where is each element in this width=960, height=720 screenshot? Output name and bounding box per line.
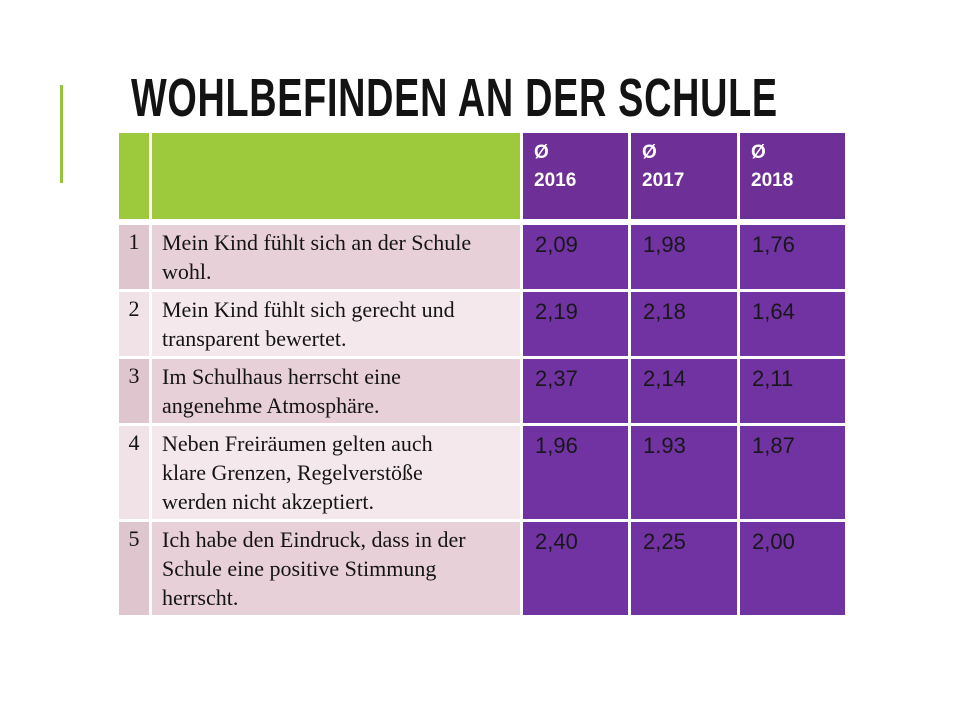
table-row: 3 Im Schulhaus herrscht eine angenehme A… <box>119 359 845 424</box>
question-text: Mein Kind fühlt sich gerecht und transpa… <box>152 292 520 357</box>
header-avg-2016-cell: Ø 2016 <box>523 133 628 219</box>
score-2018: 2,00 <box>740 522 845 616</box>
score-2018: 2,11 <box>740 359 845 424</box>
row-number: 2 <box>119 292 149 357</box>
accent-bar <box>60 85 63 183</box>
row-number: 4 <box>119 426 149 520</box>
table-row: 4 Neben Freiräumen gelten auch klare Gre… <box>119 426 845 520</box>
table-header-row: Ø 2016 Ø 2017 Ø 2018 <box>119 133 845 219</box>
score-2018: 1,64 <box>740 292 845 357</box>
year-label: 2016 <box>534 169 577 191</box>
header-corner-cell <box>119 133 149 219</box>
scores-table: Ø 2016 Ø 2017 Ø 2018 1 Mein Kind fühlt s… <box>119 133 845 618</box>
row-number: 3 <box>119 359 149 424</box>
question-text: Mein Kind fühlt sich an der Schule wohl. <box>152 225 520 290</box>
header-avg-2017-cell: Ø 2017 <box>631 133 737 219</box>
score-2016: 1,96 <box>523 426 628 520</box>
question-text: Ich habe den Eindruck, dass in der Schul… <box>152 522 520 616</box>
table-row: 5 Ich habe den Eindruck, dass in der Sch… <box>119 522 845 616</box>
page-title: WOHLBEFINDEN AN DER SCHULE <box>131 68 778 128</box>
score-2017: 1.93 <box>631 426 737 520</box>
score-2018: 1,76 <box>740 225 845 290</box>
year-label: 2017 <box>642 169 685 191</box>
score-2017: 2,14 <box>631 359 737 424</box>
header-question-cell <box>152 133 520 219</box>
avg-symbol: Ø <box>642 142 657 163</box>
question-text: Neben Freiräumen gelten auch klare Grenz… <box>152 426 520 520</box>
score-2017: 2,25 <box>631 522 737 616</box>
row-number: 1 <box>119 225 149 290</box>
table-row: 1 Mein Kind fühlt sich an der Schule woh… <box>119 225 845 290</box>
score-2016: 2,09 <box>523 225 628 290</box>
score-2016: 2,37 <box>523 359 628 424</box>
score-2018: 1,87 <box>740 426 845 520</box>
score-2016: 2,19 <box>523 292 628 357</box>
score-2017: 2,18 <box>631 292 737 357</box>
year-label: 2018 <box>751 169 794 191</box>
row-number: 5 <box>119 522 149 616</box>
score-2016: 2,40 <box>523 522 628 616</box>
score-2017: 1,98 <box>631 225 737 290</box>
table-row: 2 Mein Kind fühlt sich gerecht und trans… <box>119 292 845 357</box>
avg-symbol: Ø <box>534 142 549 163</box>
header-avg-2018-cell: Ø 2018 <box>740 133 845 219</box>
question-text: Im Schulhaus herrscht eine angenehme Atm… <box>152 359 520 424</box>
avg-symbol: Ø <box>751 142 766 163</box>
